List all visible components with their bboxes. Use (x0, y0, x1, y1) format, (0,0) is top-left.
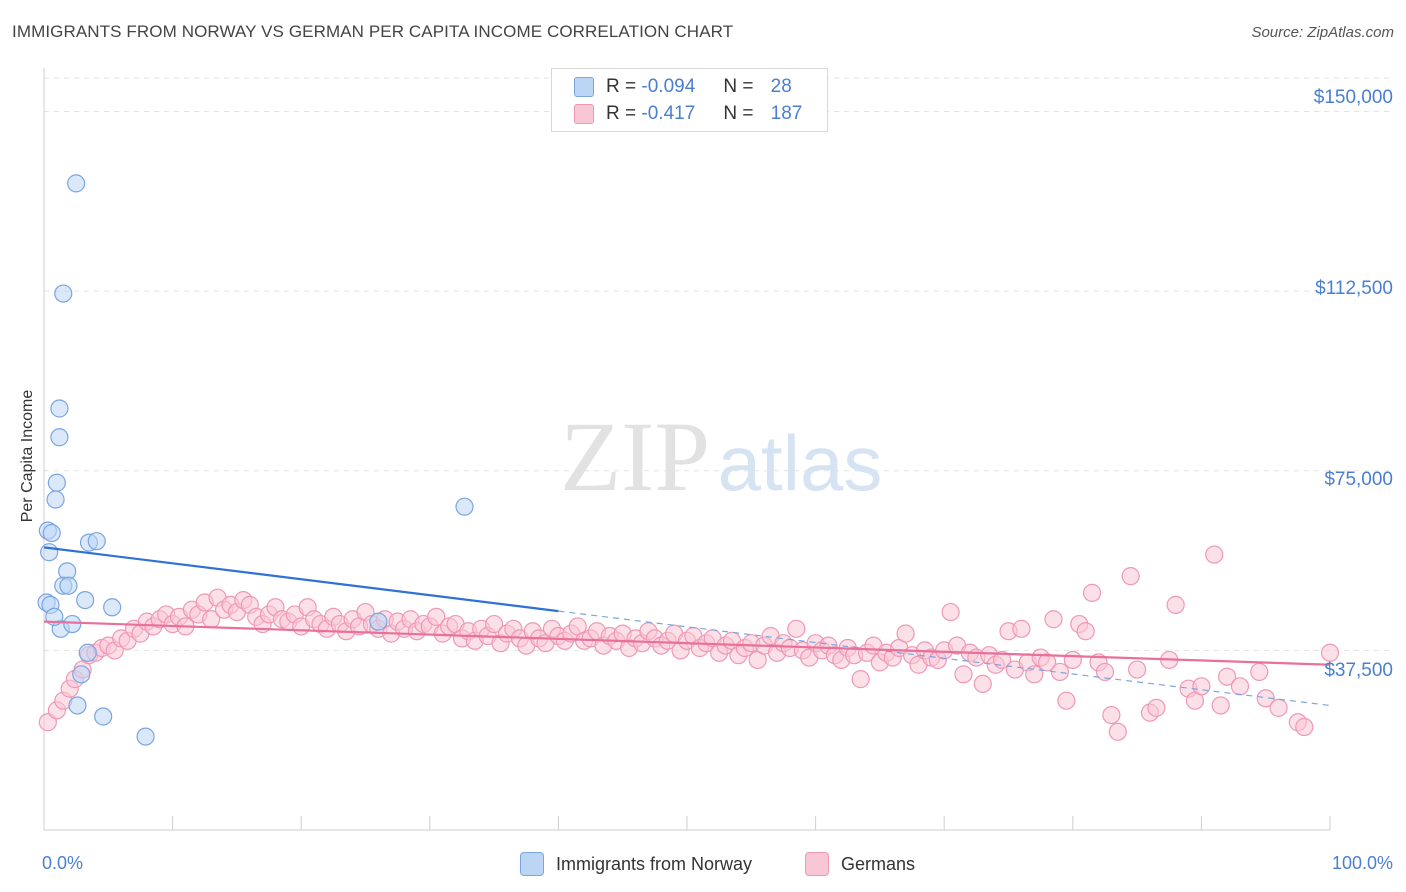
axes (43, 68, 1331, 831)
norway-point (47, 473, 66, 492)
norway-point (78, 643, 97, 662)
correlation-legend: R = -0.094 N = 28 R = -0.417 N = 187 (551, 68, 828, 132)
germans-point (1250, 662, 1269, 682)
norway-trend-extension (558, 610, 1331, 707)
germans-point (1063, 650, 1082, 670)
bottom-legend-swatch-germans (805, 852, 829, 876)
legend-n-value: 187 (770, 103, 803, 124)
germans-point (485, 614, 504, 634)
norway-point (369, 612, 388, 631)
legend-n-label: N = (723, 103, 754, 124)
germans-point (992, 650, 1012, 670)
legend-r-label: R = (606, 76, 637, 97)
germans-point (1095, 662, 1115, 682)
norway-point (136, 727, 155, 746)
germans-point (1044, 610, 1063, 629)
norway-point (54, 284, 73, 303)
x-tick-label-max: 100.0% (1331, 853, 1393, 873)
norway-point (50, 399, 69, 418)
chart-title: IMMIGRANTS FROM NORWAY VS GERMAN PER CAP… (12, 22, 734, 41)
germans-point (1269, 698, 1288, 717)
bottom-legend-germans: Germans (805, 852, 915, 876)
germans-point (1205, 545, 1224, 564)
y-tick-label: $150,000 (1313, 87, 1393, 108)
germans-point (1147, 698, 1166, 717)
germans-point (973, 674, 992, 694)
norway-point (103, 598, 122, 617)
norway-point (72, 665, 91, 684)
source-label: Source: ZipAtlas.com (1251, 24, 1394, 41)
norway-point (67, 174, 86, 193)
legend-n-value: 28 (770, 76, 792, 97)
watermark-zip: ZIP (560, 401, 710, 512)
germans-point (1076, 622, 1095, 641)
norway-point (50, 428, 69, 447)
germans-point (1256, 689, 1275, 708)
norway-point (455, 497, 474, 516)
legend-n-label: N = (723, 76, 754, 97)
germans-trend-line (43, 620, 1331, 666)
germans-point (851, 670, 870, 689)
norway-point (63, 614, 82, 634)
germans-point (1295, 717, 1314, 737)
norway-point (94, 707, 113, 726)
legend-swatch-germans (574, 104, 594, 124)
y-tick-label: $75,000 (1324, 469, 1393, 490)
germans-point (896, 624, 915, 643)
germans-point (954, 665, 973, 684)
legend-r-value: -0.094 (641, 76, 696, 97)
watermark: ZIP atlas (560, 401, 882, 512)
germans-point (1012, 619, 1031, 638)
watermark-atlas: atlas (718, 419, 883, 507)
legend-swatch-norway (574, 77, 594, 97)
norway-trend-line (43, 546, 559, 613)
bottom-legend-swatch-norway (520, 852, 544, 876)
germans-point (1108, 722, 1127, 741)
germans-point (1121, 567, 1140, 586)
norway-point (46, 490, 65, 509)
germans-point (1037, 653, 1057, 672)
germans-point (1230, 677, 1250, 696)
germans-point (427, 607, 446, 626)
norway-point (87, 532, 106, 551)
germans-point (1192, 677, 1211, 696)
germans-point (1025, 665, 1044, 684)
bottom-legend-label-germans: Germans (841, 853, 916, 874)
norway-point (40, 543, 59, 562)
germans-point (1320, 643, 1340, 662)
gridlines (44, 77, 1390, 651)
germans-point (1218, 667, 1237, 686)
legend-row-norway: R = -0.094 N = 28 (574, 75, 792, 99)
norway-point (68, 696, 87, 715)
germans-point (1166, 595, 1185, 614)
legend-row-germans: R = -0.417 N = 187 (574, 102, 802, 126)
germans-point (1082, 583, 1102, 603)
legend-r-label: R = (606, 103, 637, 124)
germans-point (1127, 660, 1147, 679)
bottom-legend-norway: Immigrants from Norway (520, 852, 752, 876)
germans-point (941, 602, 960, 622)
norway-point (59, 576, 78, 595)
norway-point (42, 523, 61, 543)
norway-point (76, 590, 95, 610)
germans-point (1102, 705, 1121, 725)
y-tick-label: $37,500 (1324, 660, 1393, 681)
germans-point (1211, 696, 1230, 715)
germans-point (787, 619, 806, 638)
germans-point (1057, 691, 1076, 710)
y-tick-label: $112,500 (1315, 278, 1393, 299)
legend-r-value: -0.417 (641, 103, 696, 124)
bottom-legend-label-norway: Immigrants from Norway (556, 853, 753, 874)
trend-lines (43, 546, 1331, 707)
x-tick-label-min: 0.0% (42, 853, 84, 873)
